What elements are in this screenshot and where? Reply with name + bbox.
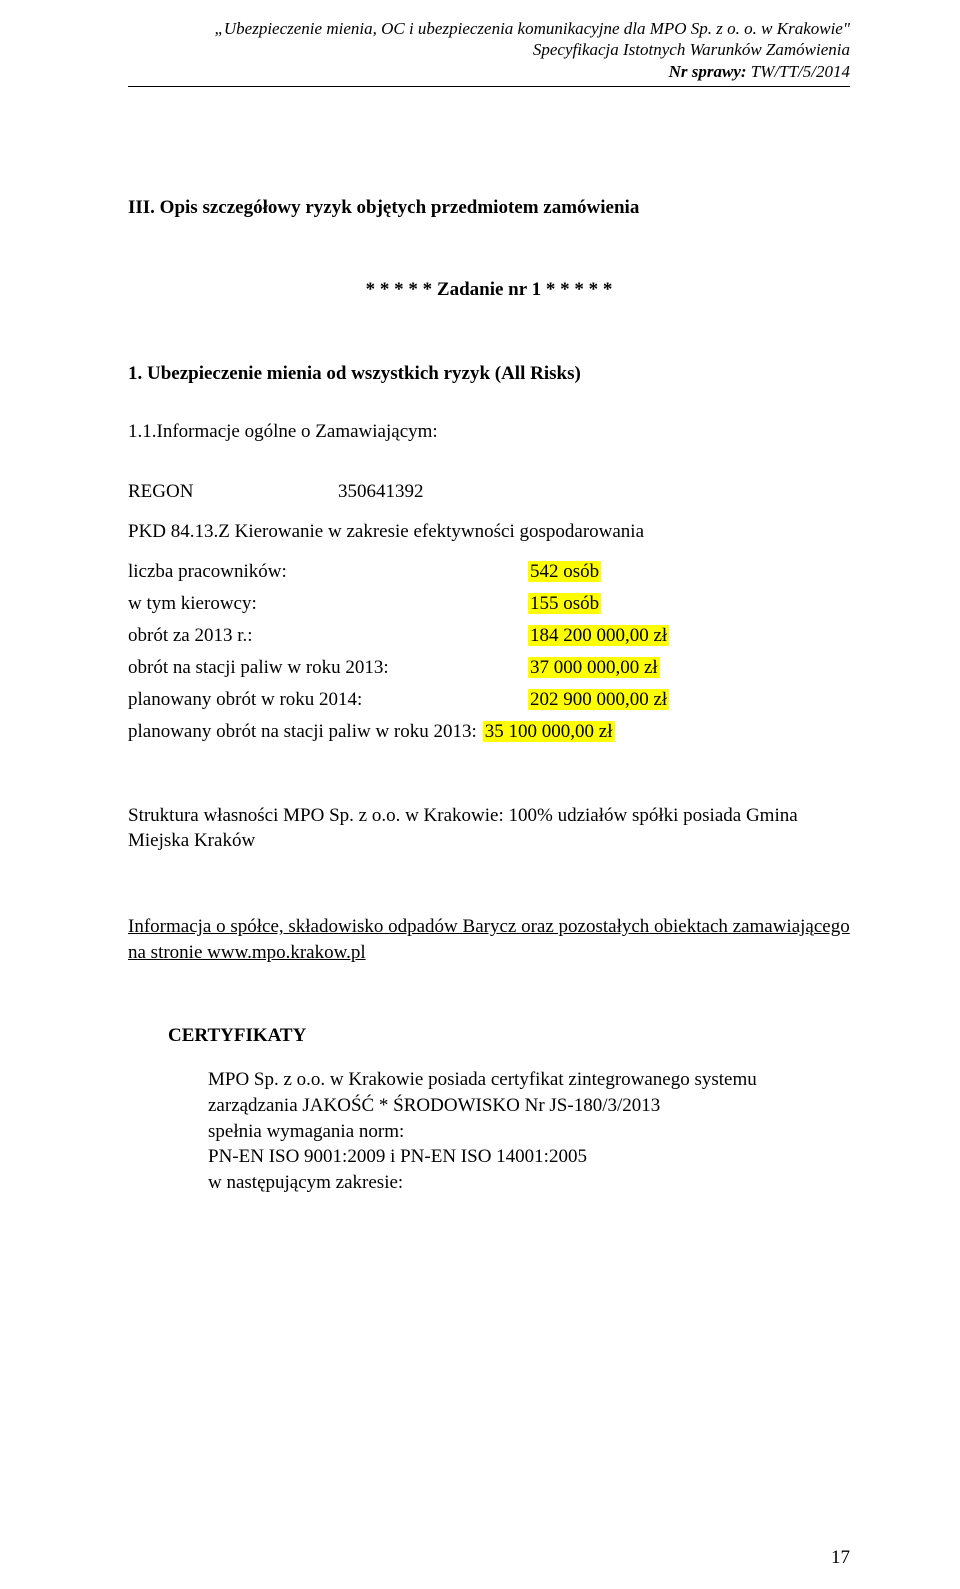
data-row: obrót na stacji paliw w roku 2013: 37 00… bbox=[128, 657, 850, 679]
data-value: 202 900 000,00 zł bbox=[528, 689, 669, 711]
header-rule bbox=[128, 86, 850, 87]
data-label: obrót za 2013 r.: bbox=[128, 625, 528, 647]
data-block: liczba pracowników: 542 osób w tym kiero… bbox=[128, 561, 850, 743]
cert-line-1: MPO Sp. z o.o. w Krakowie posiada certyf… bbox=[208, 1067, 850, 1118]
header-line-2: Specyfikacja Istotnych Warunków Zamówien… bbox=[128, 39, 850, 60]
highlight: 184 200 000,00 zł bbox=[528, 625, 669, 646]
data-row: planowany obrót w roku 2014: 202 900 000… bbox=[128, 689, 850, 711]
data-label: planowany obrót na stacji paliw w roku 2… bbox=[128, 721, 477, 743]
document-header: „Ubezpieczenie mienia, OC i ubezpieczeni… bbox=[128, 18, 850, 82]
data-label: liczba pracowników: bbox=[128, 561, 528, 583]
cert-line-4: w następującym zakresie: bbox=[208, 1170, 850, 1196]
highlight: 202 900 000,00 zł bbox=[528, 689, 669, 710]
info-link-text: Informacja o spółce, składowisko odpadów… bbox=[128, 916, 850, 963]
certificates-block: CERTYFIKATY MPO Sp. z o.o. w Krakowie po… bbox=[168, 1025, 850, 1195]
data-row: liczba pracowników: 542 osób bbox=[128, 561, 850, 583]
section-heading: III. Opis szczegółowy ryzyk objętych prz… bbox=[128, 197, 850, 219]
page-container: „Ubezpieczenie mienia, OC i ubezpieczeni… bbox=[0, 0, 960, 1589]
info-link-block: Informacja o spółce, składowisko odpadów… bbox=[128, 914, 850, 965]
header-case-value: TW/TT/5/2014 bbox=[751, 62, 850, 81]
header-case-label: Nr sprawy: bbox=[669, 62, 747, 81]
task-line: * * * * * Zadanie nr 1 * * * * * bbox=[128, 279, 850, 301]
info-label: 1.1.Informacje ogólne o Zamawiającym: bbox=[128, 421, 850, 443]
regon-value: 350641392 bbox=[338, 481, 424, 503]
data-row: w tym kierowcy: 155 osób bbox=[128, 593, 850, 615]
certificates-title: CERTYFIKATY bbox=[168, 1025, 850, 1047]
highlight: 155 osób bbox=[528, 593, 601, 614]
highlight: 37 000 000,00 zł bbox=[528, 657, 660, 678]
highlight: 542 osób bbox=[528, 561, 601, 582]
regon-label: REGON bbox=[128, 481, 338, 503]
data-row: planowany obrót na stacji paliw w roku 2… bbox=[128, 721, 850, 743]
ownership-structure: Struktura własności MPO Sp. z o.o. w Kra… bbox=[128, 803, 850, 854]
certificates-body: MPO Sp. z o.o. w Krakowie posiada certyf… bbox=[208, 1067, 850, 1195]
cert-line-2: spełnia wymagania norm: bbox=[208, 1119, 850, 1145]
data-value: 184 200 000,00 zł bbox=[528, 625, 669, 647]
header-line-3: Nr sprawy: TW/TT/5/2014 bbox=[128, 61, 850, 82]
data-value: 542 osób bbox=[528, 561, 601, 583]
data-value: 155 osób bbox=[528, 593, 601, 615]
data-row: obrót za 2013 r.: 184 200 000,00 zł bbox=[128, 625, 850, 647]
data-label: obrót na stacji paliw w roku 2013: bbox=[128, 657, 528, 679]
highlight: 35 100 000,00 zł bbox=[483, 721, 615, 742]
page-number: 17 bbox=[831, 1547, 850, 1569]
data-label: w tym kierowcy: bbox=[128, 593, 528, 615]
cert-line-3: PN-EN ISO 9001:2009 i PN-EN ISO 14001:20… bbox=[208, 1144, 850, 1170]
data-value: 35 100 000,00 zł bbox=[483, 721, 615, 743]
header-line-1: „Ubezpieczenie mienia, OC i ubezpieczeni… bbox=[128, 18, 850, 39]
sub-heading: 1. Ubezpieczenie mienia od wszystkich ry… bbox=[128, 363, 850, 385]
regon-row: REGON 350641392 bbox=[128, 481, 850, 503]
pkd-line: PKD 84.13.Z Kierowanie w zakresie efekty… bbox=[128, 521, 850, 543]
data-label: planowany obrót w roku 2014: bbox=[128, 689, 528, 711]
data-value: 37 000 000,00 zł bbox=[528, 657, 660, 679]
